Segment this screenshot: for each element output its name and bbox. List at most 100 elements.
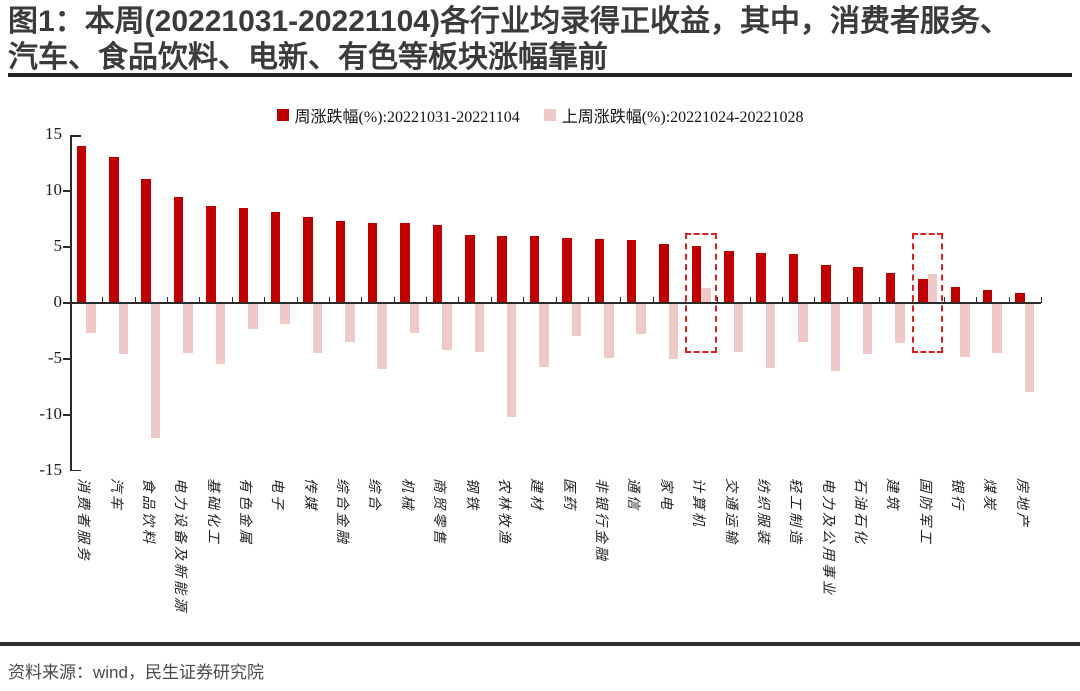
bar-last-week: [1024, 304, 1035, 393]
x-axis-label: 有色金属: [237, 478, 253, 546]
x-axis-label: 通信: [625, 478, 641, 512]
bar-this-week: [432, 224, 443, 303]
bar-this-week: [950, 287, 961, 303]
bar-last-week: [215, 304, 226, 365]
x-tick: [199, 297, 201, 303]
x-axis-label: 消费者服务: [75, 478, 91, 563]
bar-this-week: [885, 272, 896, 303]
y-tick-label: 0: [53, 292, 63, 311]
bar-this-week: [821, 264, 831, 303]
bar-this-week: [691, 245, 702, 303]
x-axis-label: 食品饮料: [139, 478, 155, 546]
legend-swatch-last-week: [543, 109, 556, 121]
footer-rule: [0, 642, 1080, 646]
x-tick: [555, 297, 557, 303]
y-tick-label: -15: [39, 460, 62, 479]
x-axis-label: 机械: [398, 478, 414, 512]
bar-last-week: [506, 304, 517, 418]
bar-last-week: [183, 304, 193, 354]
x-tick: [587, 297, 589, 303]
bar-this-week: [529, 235, 540, 303]
bar-last-week: [862, 304, 873, 355]
x-tick: [328, 297, 330, 303]
y-tick-label: 5: [53, 236, 63, 255]
bar-this-week: [918, 279, 928, 303]
figure-title-line2: 汽车、食品饮料、电新、有色等板块涨幅靠前: [8, 41, 608, 74]
bar-last-week: [571, 304, 582, 337]
y-tick-label: 10: [45, 180, 62, 199]
x-axis-line: [70, 302, 1041, 304]
bar-last-week: [636, 304, 646, 335]
x-tick: [782, 297, 784, 303]
figure-title: 图1：本周(20221031-20221104)各行业均录得正收益，其中，消费者…: [8, 4, 1074, 76]
x-axis-label: 综合金融: [334, 478, 350, 546]
x-tick: [943, 297, 945, 303]
y-axis-end-tick: [70, 469, 81, 471]
bar-this-week: [173, 196, 184, 303]
bar-this-week: [853, 267, 863, 303]
x-axis-label: 钢铁: [463, 478, 479, 512]
x-axis-label: 国防军工: [916, 478, 932, 546]
x-tick: [717, 297, 719, 303]
highlight-box: [912, 233, 944, 353]
x-tick: [426, 297, 428, 303]
bar-this-week: [270, 212, 281, 303]
y-tick: [63, 246, 70, 248]
x-axis-label: 轻工制造: [787, 478, 803, 546]
bar-last-week: [474, 304, 485, 353]
legend-swatch-this-week: [276, 109, 289, 121]
x-axis-label: 综合: [366, 478, 382, 512]
x-axis-label: 房地产: [1013, 478, 1029, 529]
bar-last-week: [895, 304, 905, 344]
x-tick: [231, 297, 233, 303]
legend-item-last-week: 上周涨跌幅(%):20221024-20221028: [543, 103, 804, 127]
bar-last-week: [280, 304, 290, 325]
x-axis-label: 电力设备及新能源: [172, 478, 188, 614]
bar-last-week: [150, 304, 161, 439]
y-tick: [63, 302, 70, 304]
bar-last-week: [409, 304, 420, 334]
bar-last-week: [248, 304, 258, 329]
bar-this-week: [141, 178, 151, 303]
x-axis-label: 非银行金融: [593, 478, 609, 563]
x-axis-label: 汽车: [107, 478, 123, 512]
bar-this-week: [335, 221, 346, 303]
source-note: 资料来源：wind，民生证券研究院: [8, 663, 264, 682]
bar-this-week: [626, 240, 637, 303]
bar-last-week: [960, 304, 970, 357]
bar-this-week: [303, 216, 313, 303]
chart-legend: 周涨跌幅(%):20221031-20221104 上周涨跌幅(%):20221…: [0, 103, 1080, 127]
y-tick-label: -10: [39, 404, 62, 423]
bar-this-week: [1015, 292, 1025, 303]
bar-last-week: [86, 304, 96, 334]
x-axis-label: 建材: [528, 478, 544, 512]
bar-this-week: [756, 252, 766, 303]
x-tick: [361, 297, 363, 303]
x-tick: [1008, 297, 1010, 303]
figure-title-line1: 图1：本周(20221031-20221104)各行业均录得正收益，其中，消费者…: [8, 5, 1010, 38]
bar-this-week: [788, 253, 799, 303]
bar-last-week: [992, 304, 1002, 354]
x-tick: [70, 297, 71, 303]
x-tick: [523, 297, 525, 303]
x-axis-label: 电力及公用事业: [819, 478, 835, 597]
legend-label-this-week: 周涨跌幅(%):20221031-20221104: [294, 109, 520, 126]
x-axis-label: 建筑: [884, 478, 900, 512]
bar-last-week: [765, 304, 776, 368]
x-tick: [458, 297, 460, 303]
x-tick: [879, 297, 881, 303]
x-tick: [102, 297, 104, 303]
x-axis-label: 交通运输: [722, 478, 738, 546]
y-tick-label: 15: [45, 124, 62, 143]
bar-this-week: [109, 157, 119, 303]
x-tick: [296, 297, 298, 303]
bar-this-week: [206, 205, 216, 303]
bar-this-week: [724, 251, 734, 303]
x-axis-label: 传媒: [301, 478, 317, 512]
bar-this-week: [76, 146, 87, 303]
bar-last-week: [798, 304, 808, 343]
bar-last-week: [539, 304, 549, 367]
legend-label-last-week: 上周涨跌幅(%):20221024-20221028: [561, 109, 804, 126]
bar-last-week: [118, 304, 129, 355]
x-tick: [393, 297, 395, 303]
